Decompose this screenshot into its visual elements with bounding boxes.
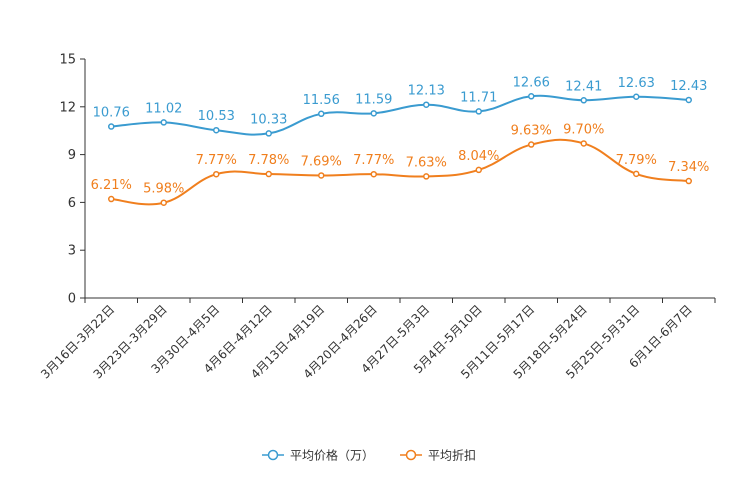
series-layer [108,93,692,206]
legend[interactable]: 平均价格（万） 平均折扣 [262,448,476,463]
data-label: 11.02 [145,101,182,116]
data-label: 12.41 [565,79,602,94]
data-point[interactable] [318,110,325,118]
legend-marker-icon [267,449,279,461]
data-point[interactable] [475,108,482,115]
series-line-avg-price [111,94,689,136]
data-point[interactable] [423,173,430,180]
data-point[interactable] [685,177,692,185]
y-tick-label: 3 [68,244,76,259]
data-point[interactable] [370,170,377,178]
data-label: 11.59 [355,92,392,107]
series-line-avg-discount [111,138,689,206]
data-label: 7.63% [406,155,447,170]
data-label: 10.53 [198,109,235,124]
data-point[interactable] [318,172,325,179]
legend-item-avg-discount[interactable]: 平均折扣 [400,448,476,463]
data-point[interactable] [580,97,587,104]
data-point[interactable] [160,199,167,206]
data-label: 7.79% [616,153,657,168]
data-point[interactable] [528,141,535,148]
legend-item-avg-price[interactable]: 平均价格（万） [262,448,374,463]
data-point[interactable] [108,123,115,130]
data-label: 12.43 [670,79,707,94]
data-label: 7.78% [248,153,289,168]
data-label: 7.69% [301,154,342,169]
data-label: 8.04% [458,149,499,164]
data-labels: 10.76 11.02 10.53 10.33 11.56 11.59 12.13 11.71… [91,75,710,196]
data-point[interactable] [108,195,115,203]
data-label: 12.63 [618,76,655,91]
data-label: 11.56 [303,93,340,108]
data-point[interactable] [160,119,167,126]
data-label: 7.34% [668,160,709,175]
y-tick-label: 0 [68,292,76,307]
data-label: 7.77% [196,153,237,168]
data-point[interactable] [265,170,272,178]
data-point[interactable] [213,170,220,178]
data-label: 5.98% [143,182,184,197]
data-point[interactable] [265,130,272,137]
data-point[interactable] [580,140,587,147]
data-point[interactable] [475,166,482,174]
data-label: 11.71 [460,90,497,105]
data-point[interactable] [370,110,377,117]
y-tick-label: 6 [68,196,76,211]
y-tick-label: 12 [59,100,76,115]
data-label: 12.13 [408,84,445,99]
data-label: 9.70% [563,122,604,137]
data-point[interactable] [423,101,430,108]
legend-marker-icon [405,449,417,461]
data-point[interactable] [528,93,535,100]
legend-label: 平均折扣 [428,448,476,463]
data-label: 10.33 [250,112,287,127]
legend-label: 平均价格（万） [290,448,374,463]
data-point[interactable] [633,170,640,178]
y-tick-label: 9 [68,148,76,163]
data-label: 7.77% [353,153,394,168]
data-point[interactable] [685,96,692,104]
y-tick-label: 15 [59,53,76,68]
data-label: 10.76 [93,106,130,121]
data-point[interactable] [633,93,640,101]
data-label: 6.21% [91,178,132,193]
data-label: 9.63% [511,124,552,139]
data-label: 12.66 [513,75,550,90]
data-point[interactable] [213,126,220,134]
